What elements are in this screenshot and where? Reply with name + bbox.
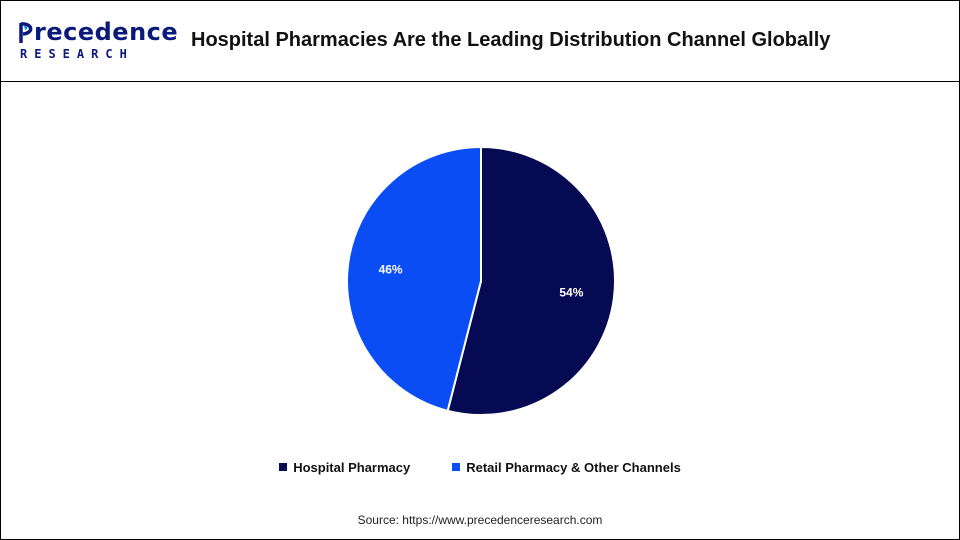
logo-wordmark: recedence [34,18,179,46]
logo-subtitle: RESEARCH [20,47,134,61]
legend-item-retail-pharmacy: Retail Pharmacy & Other Channels [452,457,681,477]
legend-item-hospital-pharmacy: Hospital Pharmacy [279,457,410,477]
pie-slice-retail-pharmacy [346,145,482,413]
header: recedence RESEARCH Hospital Pharmacies A… [1,1,959,82]
legend-label: Retail Pharmacy & Other Channels [466,459,681,475]
chart-title: Hospital Pharmacies Are the Leading Dist… [191,29,831,51]
precedence-research-logo: recedence RESEARCH [19,19,178,63]
chart-legend: Hospital Pharmacy Retail Pharmacy & Other… [1,457,959,477]
source-note: Source: https://www.precedenceresearch.c… [357,513,603,527]
data-label-hospital-pharmacy: 54% [559,285,583,299]
data-label-retail-pharmacy: 46% [379,263,403,277]
legend-label: Hospital Pharmacy [293,459,411,475]
pie-chart: 54% 46% [346,145,616,416]
logo-p-mark-icon [19,22,33,43]
pie-slice-hospital-pharmacy [446,145,616,416]
legend-swatch [279,463,288,471]
legend-swatch [452,463,461,471]
